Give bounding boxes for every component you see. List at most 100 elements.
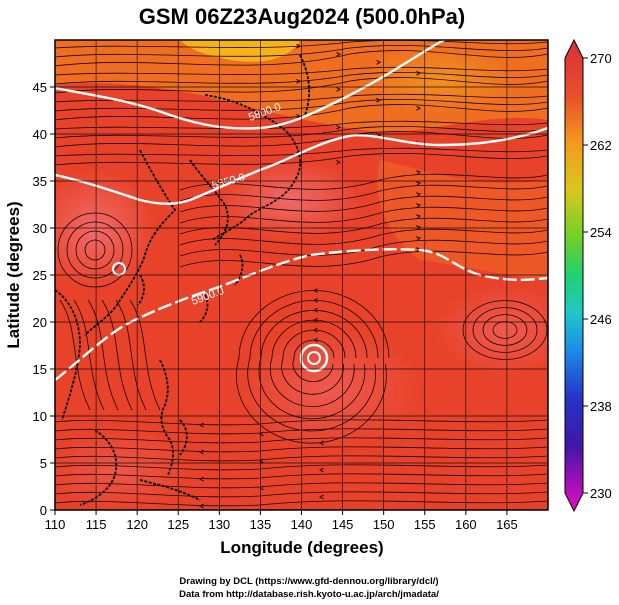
streamline <box>55 491 548 498</box>
y-tick-label: 10 <box>33 409 47 424</box>
warm-patch-north <box>180 40 300 62</box>
x-tick-label: 160 <box>455 517 477 532</box>
streamline-arrow <box>258 431 264 437</box>
streamline <box>59 299 91 411</box>
pink-zone-japan <box>220 160 360 240</box>
orange-zone-ne <box>360 45 520 115</box>
streamline-arrow <box>376 60 382 65</box>
graticule <box>55 40 548 510</box>
streamline <box>115 299 147 411</box>
streamline-arrow <box>336 51 342 57</box>
streamline <box>472 307 538 353</box>
x-tick-label: 150 <box>373 517 395 532</box>
coastlines <box>55 54 311 506</box>
y-tick-label: 0 <box>40 503 47 518</box>
streamline <box>129 299 161 411</box>
streamline <box>55 464 548 471</box>
streamline-arrow <box>318 494 324 500</box>
y-axis-label: Latitude (degrees) <box>4 201 23 348</box>
colorbar-tick-label: 270 <box>590 51 612 66</box>
x-axis: 110 115 120 125 130 135 140 145 150 155 160 165 <box>45 510 518 532</box>
y-tick-label: 15 <box>33 362 47 377</box>
streamline <box>179 173 548 191</box>
x-tick-label: 115 <box>86 517 107 532</box>
typhoon-center <box>299 343 329 373</box>
streamline <box>179 184 548 202</box>
streamline <box>281 329 346 395</box>
y-tick-label: 20 <box>33 315 47 330</box>
y-tick-label: 30 <box>33 221 47 236</box>
plot-area: 5800.0 5850.0 5900.0 <box>55 40 548 510</box>
streamline <box>258 309 368 420</box>
streamline-arrow <box>198 476 204 482</box>
streamline <box>75 230 115 270</box>
streamline <box>179 250 548 268</box>
streamline-arrow <box>416 181 422 186</box>
streamline-arrow <box>318 467 324 473</box>
colorbar-tick-label: 246 <box>590 312 612 327</box>
streamline <box>55 482 548 489</box>
streamline <box>55 446 548 453</box>
streamline <box>55 455 548 462</box>
streamline-arrow <box>416 170 422 175</box>
streamline-arrow <box>296 114 302 119</box>
streamline <box>179 228 548 246</box>
streamline <box>247 300 379 432</box>
colorbar-tick-label: 238 <box>590 399 612 414</box>
credit-drawing: Drawing by DCL (https://www.gfd-dennou.o… <box>179 576 438 587</box>
streamline <box>57 212 133 288</box>
streamline <box>179 239 548 257</box>
streamline-arrow <box>336 87 342 92</box>
streamline-arrow <box>376 97 382 103</box>
streamline-arrow <box>312 327 318 333</box>
streamline <box>179 206 548 224</box>
x-tick-label: 135 <box>250 517 272 532</box>
streamline <box>55 50 548 67</box>
streamline-arrow <box>258 458 264 464</box>
colorbar-ticks: 270 262 254 246 238 230 <box>583 51 612 501</box>
streamline-arrow <box>312 317 318 323</box>
streamline <box>55 473 548 480</box>
streamline <box>55 99 548 112</box>
streamline <box>55 93 548 103</box>
streamline <box>84 239 106 261</box>
x-tick-label: 110 <box>45 517 66 532</box>
streamline <box>55 104 548 121</box>
streamline-arrow <box>198 449 204 455</box>
y-tick-label: 5 <box>40 456 47 471</box>
colorbar-tick-label: 230 <box>590 486 612 501</box>
y-axis: 0 5 10 15 20 25 30 35 40 45 <box>33 80 55 518</box>
streamline-arrow <box>416 105 422 111</box>
colorbar-tick-label: 254 <box>590 225 612 240</box>
x-tick-label: 145 <box>332 517 354 532</box>
streamline-arrow <box>258 485 264 491</box>
colorbar: 270 262 254 246 238 230 <box>564 38 612 513</box>
streamline <box>55 419 548 426</box>
x-tick-label: 125 <box>167 517 189 532</box>
colorbar-tick-label: 262 <box>590 138 612 153</box>
x-tick-label: 140 <box>291 517 313 532</box>
streamline-arrow <box>296 43 302 49</box>
streamline <box>55 126 548 139</box>
streamline-arrow <box>416 203 422 208</box>
streamline <box>269 319 357 407</box>
streamline-arrow <box>318 440 324 446</box>
credit-data: Data from http://database.rish.kyoto-u.a… <box>179 589 439 600</box>
x-axis-label: Longitude (degrees) <box>220 538 383 557</box>
streamline <box>55 77 548 94</box>
streamline <box>492 321 518 339</box>
streamline <box>55 72 548 85</box>
streamline-arrow <box>312 288 318 293</box>
y-tick-label: 35 <box>33 174 47 189</box>
streamline <box>55 153 548 166</box>
streamline <box>55 120 548 130</box>
x-tick-label: 120 <box>126 517 148 532</box>
x-tick-label: 165 <box>496 517 518 532</box>
streamline <box>462 300 548 360</box>
y-tick-label: 45 <box>33 80 47 95</box>
streamline-arrow <box>336 124 342 130</box>
streamline-arrow <box>336 159 342 165</box>
streamline <box>55 428 548 435</box>
x-tick-label: 155 <box>414 517 436 532</box>
